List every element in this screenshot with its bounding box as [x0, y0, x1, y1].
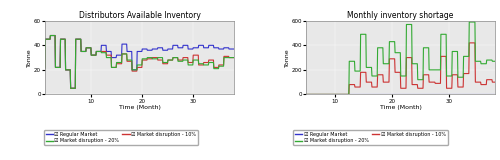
Legend: ☑ Regular Market, ☑ Market disruption - 20%, ☑ Market disruption - 10%: ☑ Regular Market, ☑ Market disruption - …	[293, 130, 448, 145]
X-axis label: Time (Month): Time (Month)	[118, 105, 160, 110]
Y-axis label: Tonne: Tonne	[28, 48, 32, 67]
X-axis label: Time (Month): Time (Month)	[380, 105, 422, 110]
Title: Distributors Available Inventory: Distributors Available Inventory	[78, 11, 200, 20]
Title: Monthly inventory shortage: Monthly inventory shortage	[348, 11, 454, 20]
Legend: ☑ Regular Market, ☑ Market disruption - 20%, ☑ Market disruption - 10%: ☑ Regular Market, ☑ Market disruption - …	[44, 130, 198, 145]
Y-axis label: Tonne: Tonne	[285, 48, 290, 67]
